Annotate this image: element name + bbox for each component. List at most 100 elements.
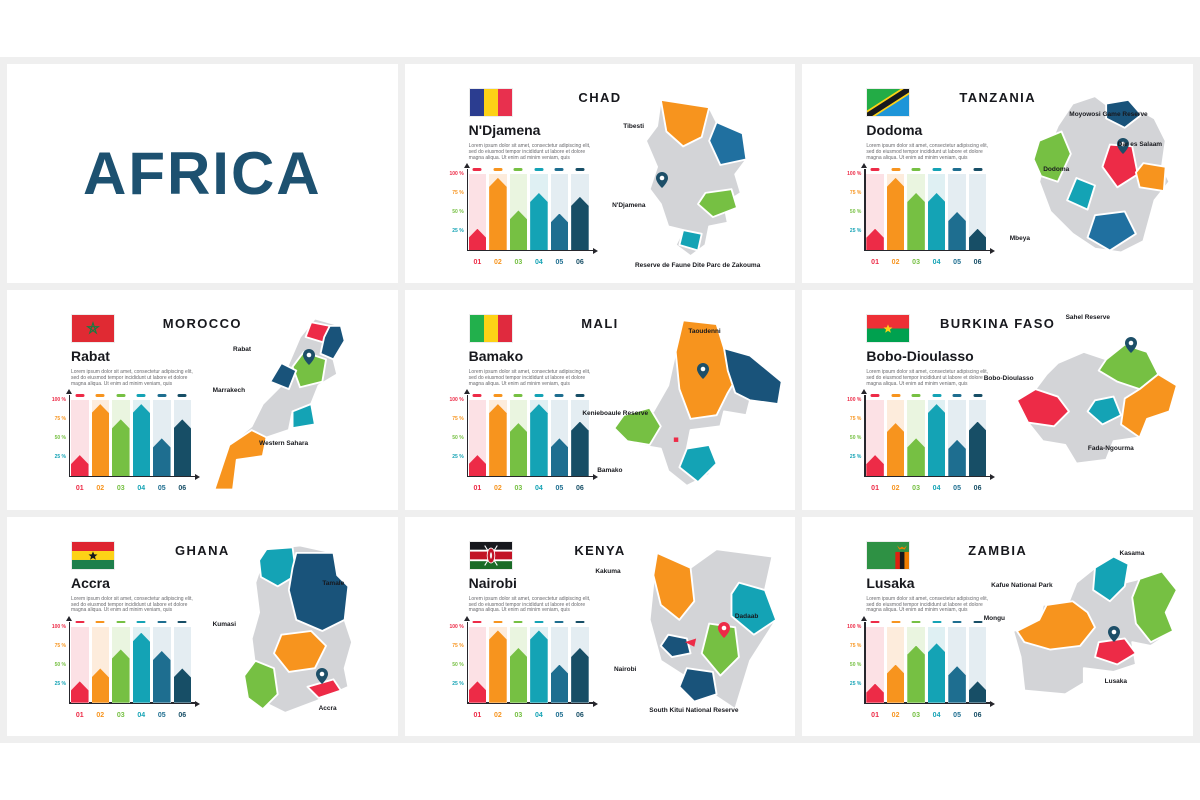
value-marker bbox=[493, 168, 503, 171]
x-axis-arrow bbox=[592, 700, 598, 707]
y-tick-label: 50 % bbox=[452, 661, 464, 668]
panel-africa-title: AFRICA bbox=[7, 64, 398, 284]
x-axis bbox=[864, 702, 993, 704]
value-marker bbox=[932, 620, 942, 624]
tanzania-map-shape bbox=[1033, 95, 1171, 254]
chart-plot: 01 02 03 04 05 06 bbox=[468, 168, 589, 266]
burkina-faso-flag-svg bbox=[867, 315, 910, 343]
y-tick-label: 75 % bbox=[54, 416, 66, 423]
region-center bbox=[291, 403, 316, 430]
bar bbox=[112, 419, 130, 477]
location-pin-icon bbox=[697, 362, 710, 379]
region-dadaab bbox=[730, 581, 777, 636]
region-west bbox=[1033, 130, 1073, 183]
bar bbox=[489, 630, 507, 703]
chart-column-01: 01 bbox=[866, 394, 884, 492]
map-label-fada-ngourma: Fada-Ngourma bbox=[1087, 445, 1134, 453]
y-axis bbox=[466, 169, 469, 250]
capital-name: N'Djamena bbox=[468, 122, 541, 138]
x-axis bbox=[466, 702, 595, 704]
chart-column-01: 01 bbox=[866, 620, 884, 719]
x-tick-label: 01 bbox=[871, 485, 879, 493]
x-tick-label: 01 bbox=[473, 485, 482, 493]
y-tick-label: 25 % bbox=[54, 454, 66, 461]
bar bbox=[550, 438, 569, 477]
x-axis bbox=[466, 249, 595, 251]
poster-grid: AFRICA CHAD N'Djamena Lorem ipsum dolor … bbox=[0, 57, 1200, 743]
x-axis-arrow bbox=[990, 474, 996, 481]
chart-column-06: 06 bbox=[571, 394, 589, 492]
y-tick-label: 100 % bbox=[51, 397, 66, 404]
mali-bar-chart: 100 % 75 % 50 % 25 % 01 02 03 04 05 bbox=[443, 389, 598, 498]
ghana-flag-icon bbox=[71, 540, 115, 570]
chad-flag-svg bbox=[469, 89, 512, 116]
y-tick-label: 50 % bbox=[452, 435, 464, 442]
x-tick-label: 03 bbox=[912, 259, 920, 266]
region-kenieboaule bbox=[613, 407, 662, 447]
chad-bar-chart: 100 % 75 % 50 % 25 % 01 02 03 04 05 bbox=[443, 163, 598, 272]
capital-description: Lorem ipsum dolor sit amet, consectetur … bbox=[468, 595, 591, 614]
panel-ghana: GHANA Accra Lorem ipsum dolor sit amet, … bbox=[7, 516, 398, 736]
map-label-ndjamena: N'Djamena bbox=[612, 201, 646, 209]
bar bbox=[489, 177, 507, 250]
value-marker bbox=[891, 620, 901, 624]
y-tick-label: 25 % bbox=[849, 680, 862, 687]
burkina-faso-map-shape bbox=[1016, 343, 1179, 465]
mali-map: Taoudenni Kenieboaule Reserve Bamako bbox=[582, 306, 791, 502]
map-label-tibesti: Tibesti bbox=[623, 123, 645, 131]
y-axis bbox=[864, 621, 866, 703]
chad-map: Tibesti N'Djamena Reserve de Faune Dite … bbox=[605, 80, 791, 276]
map-label-mongu: Mongu bbox=[983, 614, 1006, 622]
morocco-flag-svg bbox=[72, 315, 114, 343]
chart-column-06: 06 bbox=[571, 620, 589, 719]
value-marker bbox=[116, 394, 126, 397]
chart-column-01: 01 bbox=[71, 394, 89, 492]
value-marker bbox=[534, 620, 544, 624]
chart-column-02: 02 bbox=[91, 394, 109, 492]
y-tick-label: 100 % bbox=[847, 171, 862, 177]
x-tick-label: 04 bbox=[932, 711, 941, 719]
value-marker bbox=[177, 394, 187, 397]
kenya-bar-chart: 100 % 75 % 50 % 25 % 01 02 03 04 05 bbox=[443, 615, 598, 725]
country-title: MOROCCO bbox=[162, 316, 242, 332]
value-marker bbox=[932, 394, 942, 397]
column-background bbox=[866, 626, 884, 703]
location-pin-icon bbox=[1107, 626, 1120, 643]
y-axis-arrow bbox=[66, 615, 72, 621]
column-background bbox=[468, 400, 487, 477]
x-tick-label: 03 bbox=[514, 485, 523, 493]
chart-column-03: 03 bbox=[509, 620, 528, 719]
x-tick-label: 02 bbox=[96, 711, 105, 719]
chart-plot: 01 02 03 04 05 06 bbox=[866, 168, 987, 266]
value-marker bbox=[177, 620, 187, 624]
chart-column-04: 04 bbox=[530, 168, 548, 266]
region-rabat bbox=[291, 351, 327, 389]
chart-column-01: 01 bbox=[468, 394, 487, 492]
x-tick-label: 06 bbox=[576, 711, 584, 719]
map-label-western-sahara: Western Sahara bbox=[259, 439, 309, 447]
y-tick-label: 100 % bbox=[449, 171, 464, 177]
x-tick-label: 05 bbox=[953, 485, 961, 493]
capital-description: Lorem ipsum dolor sit amet, consectetur … bbox=[866, 595, 989, 614]
column-background bbox=[968, 174, 987, 250]
x-axis-arrow bbox=[592, 248, 598, 254]
chart-column-02: 02 bbox=[886, 394, 905, 492]
country-title: KENYA bbox=[574, 542, 626, 558]
region-southwest bbox=[243, 659, 279, 710]
value-marker bbox=[973, 620, 983, 624]
x-tick-label: 05 bbox=[157, 485, 166, 493]
bar bbox=[948, 666, 966, 703]
chart-column-03: 03 bbox=[112, 620, 130, 719]
value-marker bbox=[952, 620, 962, 624]
y-tick-label: 100 % bbox=[51, 623, 66, 630]
y-tick-label: 75 % bbox=[849, 416, 862, 423]
x-tick-label: 05 bbox=[157, 711, 166, 719]
chart-column-03: 03 bbox=[907, 394, 925, 492]
chart-column-05: 05 bbox=[153, 620, 171, 719]
value-marker bbox=[870, 168, 880, 171]
value-marker bbox=[136, 620, 146, 624]
chart-column-02: 02 bbox=[886, 620, 905, 719]
region-moyowosi bbox=[1105, 98, 1143, 129]
panel-tanzania: TANZANIA Dodoma Lorem ipsum dolor sit am… bbox=[802, 64, 1193, 284]
x-tick-label: 06 bbox=[973, 259, 982, 266]
